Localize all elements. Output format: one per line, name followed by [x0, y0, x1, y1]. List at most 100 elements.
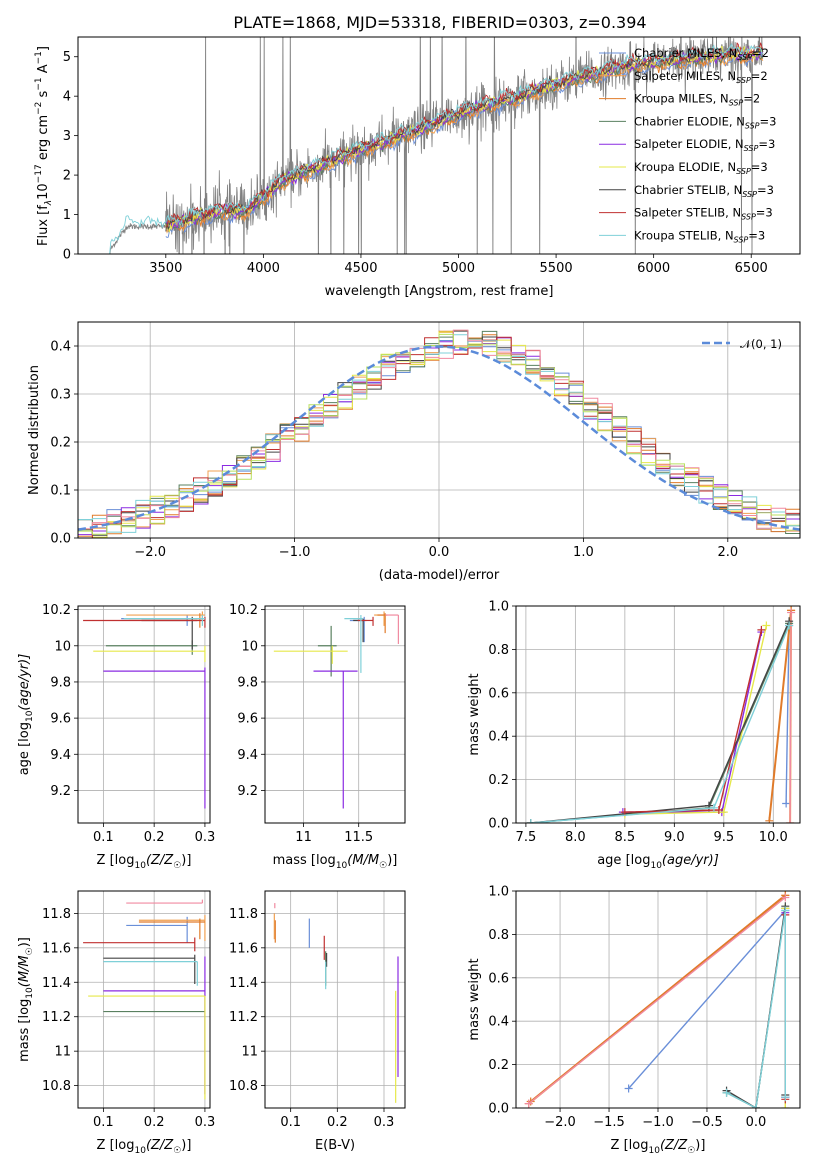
- x-tick-label: 4500: [344, 261, 377, 276]
- y-axis-label: mass weight: [467, 673, 482, 755]
- y-axis-label: Normed distribution: [27, 365, 42, 495]
- error-bar: [138, 918, 205, 940]
- legend: 𝒩(0, 1): [702, 337, 782, 351]
- weight-marker: [785, 621, 794, 630]
- weight-marker: [624, 1084, 633, 1093]
- weight-marker: [714, 805, 723, 814]
- y-tick-label: 2: [63, 169, 71, 184]
- error-bar: [385, 614, 399, 644]
- error-bar: [138, 915, 206, 941]
- y-axis-label: mass [log10(M/M☉)]: [17, 937, 35, 1062]
- weight-marker: [782, 799, 791, 808]
- weight-line: [785, 625, 790, 804]
- x-tick-label: −2.0: [134, 545, 166, 560]
- y-tick-label: 10.2: [229, 603, 258, 618]
- x-tick-label: 5500: [540, 261, 573, 276]
- legend-entry: Chabrier STELIB, NSSP=3: [634, 183, 774, 199]
- plot-area: [273, 611, 399, 809]
- weight-vs-age-panel: 7.5 8.0 8.5 9.0 9.5 10.0 0.0 0.2 0.4 0.6 0.8 1.0 age…: [467, 600, 801, 871]
- weight-line: [528, 896, 786, 1105]
- x-tick-label: 0.1: [93, 830, 114, 845]
- x-tick-label: 2.0: [717, 545, 738, 560]
- x-tick-label: 8.5: [615, 830, 636, 845]
- weight-line: [624, 629, 763, 813]
- weight-line: [628, 910, 786, 1089]
- axes-frame: [515, 605, 801, 824]
- y-tick-label: 9.8: [50, 675, 71, 690]
- x-tick-label: 9.5: [713, 830, 734, 845]
- y-axis-label: mass weight: [467, 958, 482, 1040]
- y-tick-label: 11.2: [229, 1010, 258, 1025]
- residuals-panel: −2.0 −1.0 0.0 1.0 2.0 0.0 0.1 0.2 0.3 0.4 𝒩(0, 1) (…: [27, 321, 801, 583]
- error-bar: [103, 961, 198, 986]
- y-tick-label: 11: [54, 1045, 71, 1060]
- y-tick-label: 11.8: [42, 907, 71, 922]
- weight-line: [624, 625, 768, 815]
- axes-frame: [515, 890, 801, 1109]
- error-bar: [103, 667, 206, 809]
- error-bar: [126, 899, 203, 904]
- x-tick-label: 6000: [637, 261, 670, 276]
- legend-entry: Salpeter MILES, NSSP=2: [634, 69, 768, 85]
- weight-marker: [787, 608, 796, 617]
- x-axis-label: age [log10(age/yr)]: [597, 853, 719, 871]
- y-tick-label: 0.0: [488, 817, 509, 832]
- y-tick-label: 0.2: [50, 436, 71, 451]
- axes-frame: [77, 36, 801, 255]
- x-axis-label: (data-model)/error: [379, 568, 500, 583]
- y-tick-label: 0.2: [488, 1058, 509, 1073]
- x-axis-label: Z [log10(Z/Z☉)]: [611, 1138, 706, 1156]
- y-tick-label: 11.6: [229, 941, 258, 956]
- x-tick-label: 0.3: [195, 830, 216, 845]
- x-tick-label: 0.2: [144, 1115, 165, 1130]
- y-tick-label: 11: [241, 1045, 258, 1060]
- y-tick-label: 11.8: [229, 907, 258, 922]
- error-bar: [105, 640, 198, 655]
- x-tick-label: 10.0: [759, 830, 788, 845]
- x-axis-label: mass [log10(M/M☉)]: [273, 853, 398, 871]
- figure-title: PLATE=1868, MJD=53318, FIBERID=0303, z=0…: [233, 13, 646, 32]
- error-bar: [103, 954, 196, 984]
- y-tick-label: 0: [63, 248, 71, 263]
- y-tick-label: 11.4: [42, 976, 71, 991]
- weight-line: [726, 910, 786, 1108]
- y-tick-label: 11.6: [42, 941, 71, 956]
- y-tick-label: 0.3: [50, 388, 71, 403]
- legend-entry: Kroupa MILES, NSSP=2: [634, 92, 760, 108]
- weight-line: [789, 612, 792, 823]
- weight-marker: [781, 1093, 790, 1102]
- y-tick-label: 9.2: [237, 784, 258, 799]
- age-vs-mass-panel: 11 11.5 9.2 9.4 9.6 9.8 10 10.2 mass [log10(M/M☉…: [229, 603, 406, 871]
- weight-line: [530, 620, 790, 823]
- weight-line: [530, 623, 790, 823]
- x-tick-label: −1.5: [593, 1115, 625, 1130]
- x-tick-label: 0.2: [144, 830, 165, 845]
- y-tick-label: 9.4: [237, 748, 258, 763]
- y-tick-label: 1: [63, 208, 71, 223]
- y-tick-label: 10.8: [229, 1079, 258, 1094]
- x-tick-label: 11: [295, 830, 312, 845]
- model-spectrum: [165, 45, 764, 233]
- legend-entry: Chabrier MILES, NSSP=2: [634, 46, 769, 62]
- y-tick-label: 0.8: [488, 643, 509, 658]
- y-tick-label: 10.2: [42, 603, 71, 618]
- weight-line: [622, 631, 763, 813]
- y-tick-label: 1.0: [488, 600, 509, 615]
- y-tick-label: 11.4: [229, 976, 258, 991]
- x-axis-label: Z [log10(Z/Z☉)]: [97, 853, 192, 871]
- error-bar: [273, 645, 348, 664]
- y-tick-label: 0.6: [488, 686, 509, 701]
- x-axis-label: Z [log10(Z/Z☉)]: [97, 1138, 192, 1156]
- x-tick-label: −1.0: [279, 545, 311, 560]
- y-tick-label: 0.4: [50, 340, 71, 355]
- y-tick-label: 10.8: [42, 1079, 71, 1094]
- weight-marker: [781, 906, 790, 915]
- legend: Chabrier MILES, NSSP=2 Salpeter MILES, NS…: [599, 46, 776, 244]
- model-spectrum: [107, 43, 764, 254]
- weight-marker: [786, 819, 795, 823]
- mass-vs-metallicity-panel: 0.1 0.2 0.3 10.8 11 11.2 11.4 11.6 11.8 Z [log10(…: [17, 890, 215, 1156]
- plot-area: [526, 606, 796, 823]
- plot-area: [107, 37, 764, 254]
- x-axis-label: E(B-V): [315, 1138, 355, 1153]
- axes-frame: [77, 890, 211, 1109]
